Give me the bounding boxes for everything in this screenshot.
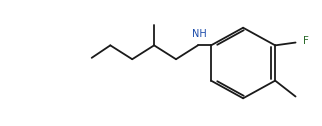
Text: NH: NH	[192, 29, 207, 39]
Text: F: F	[303, 36, 308, 46]
